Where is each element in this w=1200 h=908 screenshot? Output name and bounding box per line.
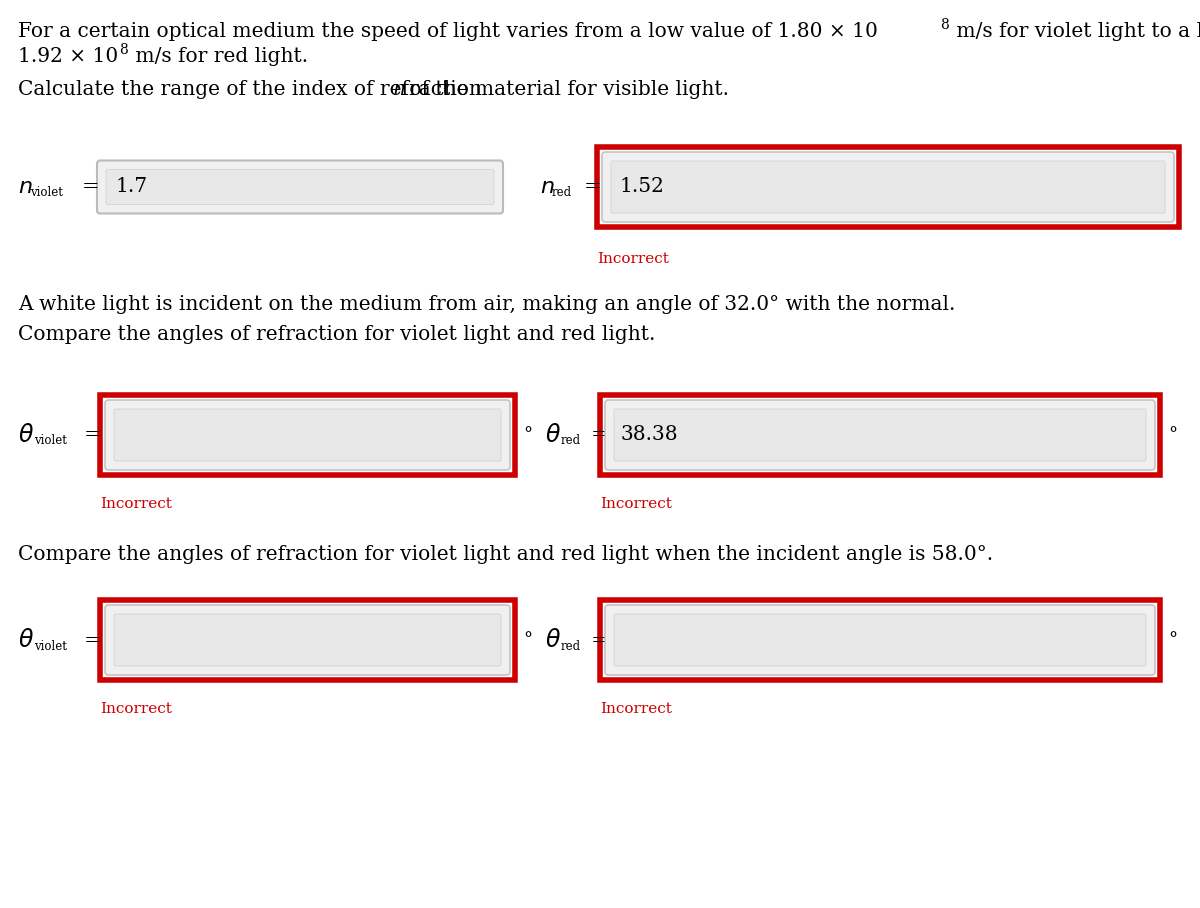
Text: 8: 8 xyxy=(119,43,127,57)
Text: 1.92 × 10: 1.92 × 10 xyxy=(18,47,119,66)
Text: Incorrect: Incorrect xyxy=(100,497,172,511)
Text: =: = xyxy=(84,426,102,445)
Text: n: n xyxy=(394,80,406,99)
Text: of the material for visible light.: of the material for visible light. xyxy=(403,80,730,99)
Text: 38.38: 38.38 xyxy=(620,426,678,445)
FancyBboxPatch shape xyxy=(106,400,510,470)
Text: Incorrect: Incorrect xyxy=(600,497,672,511)
Text: violet: violet xyxy=(34,639,67,653)
Text: $n$: $n$ xyxy=(540,176,554,198)
Text: red: red xyxy=(552,186,572,200)
Text: $\theta$: $\theta$ xyxy=(545,628,562,652)
Text: °: ° xyxy=(1168,426,1177,444)
FancyBboxPatch shape xyxy=(114,409,502,461)
FancyBboxPatch shape xyxy=(600,395,1160,475)
FancyBboxPatch shape xyxy=(611,161,1165,213)
Text: Calculate the range of the index of refraction: Calculate the range of the index of refr… xyxy=(18,80,488,99)
Text: =: = xyxy=(82,177,100,196)
FancyBboxPatch shape xyxy=(614,409,1146,461)
Text: Incorrect: Incorrect xyxy=(100,702,172,716)
Text: violet: violet xyxy=(30,186,62,200)
Text: A white light is incident on the medium from air, making an angle of 32.0° with : A white light is incident on the medium … xyxy=(18,295,955,314)
Text: 1.7: 1.7 xyxy=(115,177,148,196)
Text: Incorrect: Incorrect xyxy=(600,702,672,716)
Text: 1.52: 1.52 xyxy=(620,177,665,196)
Text: =: = xyxy=(584,177,601,196)
FancyBboxPatch shape xyxy=(614,614,1146,666)
Text: $n$: $n$ xyxy=(18,176,32,198)
Text: =: = xyxy=(592,630,608,649)
Text: °: ° xyxy=(1168,631,1177,649)
Text: Incorrect: Incorrect xyxy=(598,252,668,266)
Text: $\theta$: $\theta$ xyxy=(18,628,34,652)
Text: m/s for red light.: m/s for red light. xyxy=(130,47,308,66)
FancyBboxPatch shape xyxy=(106,605,510,675)
Text: =: = xyxy=(84,630,102,649)
Text: °: ° xyxy=(523,631,532,649)
Text: violet: violet xyxy=(34,435,67,448)
Text: For a certain optical medium the speed of light varies from a low value of 1.80 : For a certain optical medium the speed o… xyxy=(18,22,878,41)
FancyBboxPatch shape xyxy=(605,605,1154,675)
FancyBboxPatch shape xyxy=(605,400,1154,470)
Text: 8: 8 xyxy=(940,18,949,32)
FancyBboxPatch shape xyxy=(100,395,515,475)
Text: =: = xyxy=(592,426,608,445)
FancyBboxPatch shape xyxy=(97,161,503,213)
FancyBboxPatch shape xyxy=(100,600,515,680)
FancyBboxPatch shape xyxy=(598,147,1178,227)
Text: $\theta$: $\theta$ xyxy=(545,423,562,447)
FancyBboxPatch shape xyxy=(602,152,1174,222)
Text: $\theta$: $\theta$ xyxy=(18,423,34,447)
FancyBboxPatch shape xyxy=(114,614,502,666)
FancyBboxPatch shape xyxy=(600,600,1160,680)
Text: °: ° xyxy=(523,426,532,444)
FancyBboxPatch shape xyxy=(106,170,494,204)
Text: red: red xyxy=(562,639,581,653)
Text: Compare the angles of refraction for violet light and red light when the inciden: Compare the angles of refraction for vio… xyxy=(18,545,994,564)
Text: red: red xyxy=(562,435,581,448)
Text: Compare the angles of refraction for violet light and red light.: Compare the angles of refraction for vio… xyxy=(18,325,655,344)
Text: m/s for violet light to a high value of: m/s for violet light to a high value of xyxy=(950,22,1200,41)
